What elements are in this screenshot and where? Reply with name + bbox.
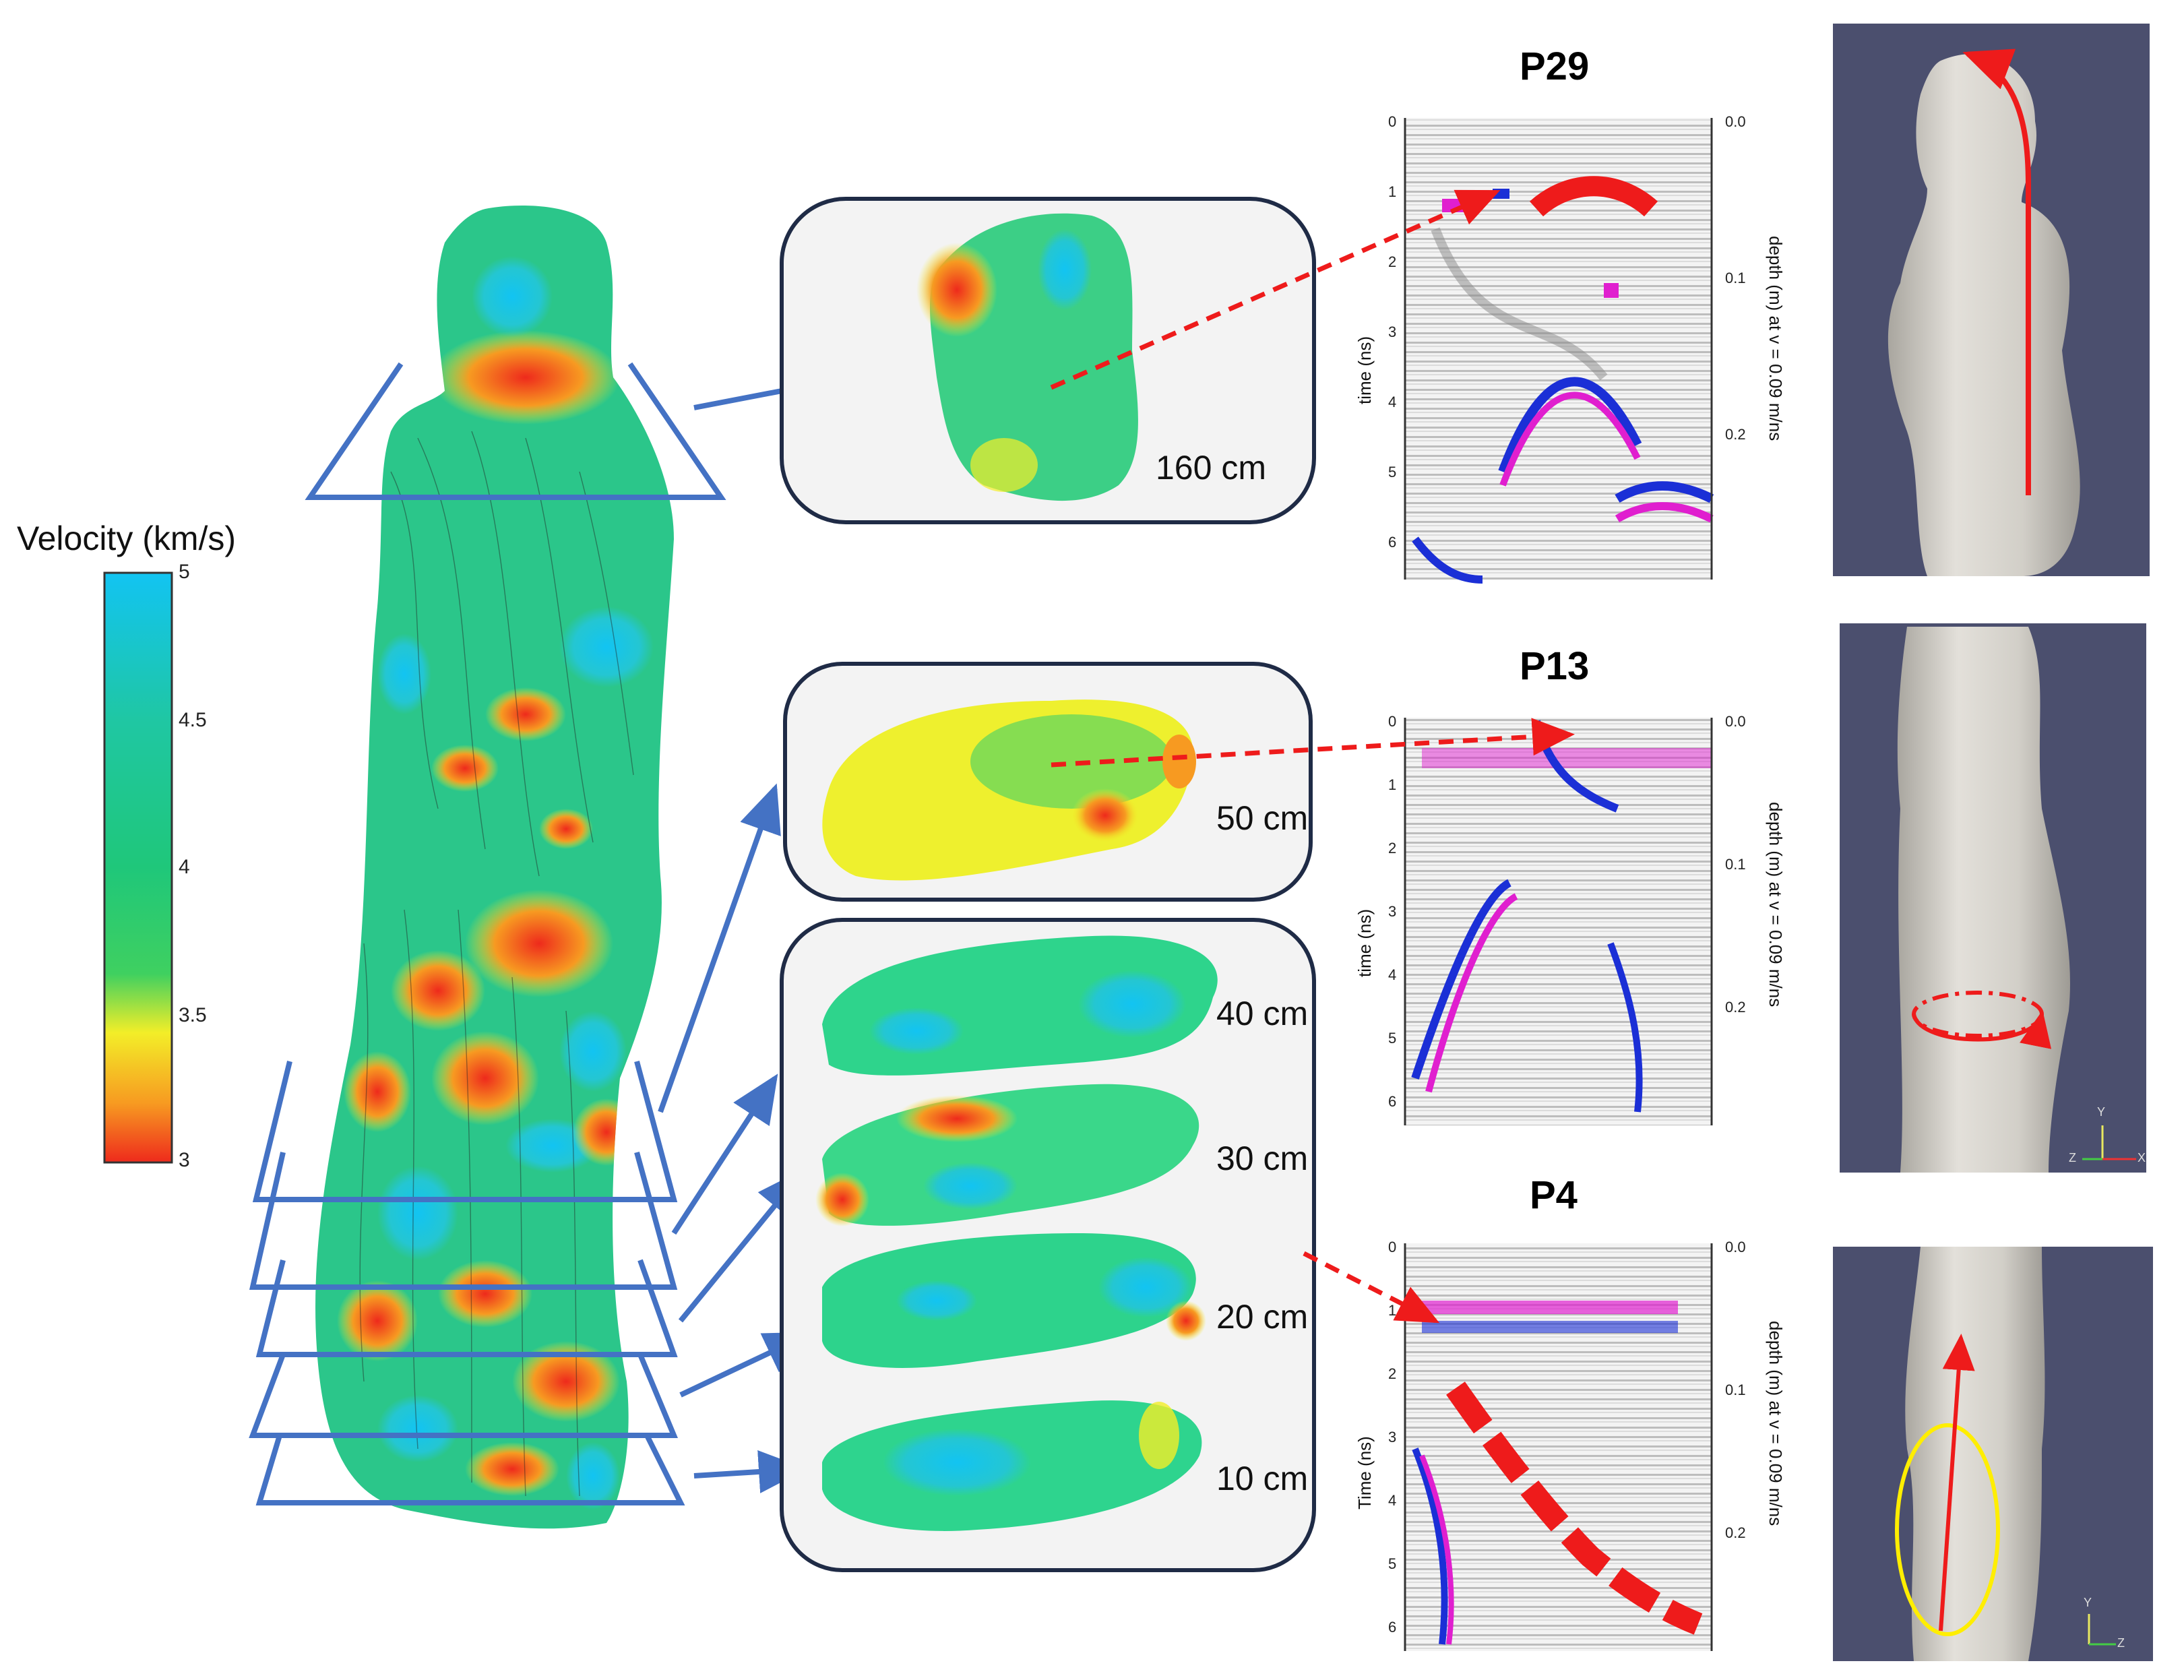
gpr-panel-p4 <box>1404 1243 1713 1651</box>
slice-box-lower <box>780 918 1316 1572</box>
gpr-panel-p13 <box>1404 718 1713 1125</box>
axes-triad-bottom <box>2088 1614 2116 1646</box>
time-tick: 6 <box>1388 1619 1397 1636</box>
time-tick: 4 <box>1388 394 1397 410</box>
render-panel-bottom <box>1833 1247 2153 1661</box>
colorbar-tick: 5 <box>179 561 190 583</box>
triad-label: Y <box>2084 1596 2092 1609</box>
depth-axis-label: depth (m) at v = 0.09 m/ns <box>1766 1321 1786 1526</box>
render-panel-middle <box>1840 623 2146 1173</box>
time-tick: 4 <box>1388 966 1397 983</box>
correlation-arrows <box>1050 189 1575 1324</box>
time-tick: 3 <box>1388 1429 1397 1445</box>
time-tick: 5 <box>1388 464 1397 480</box>
time-tick: 0 <box>1388 713 1397 730</box>
gpr-title-p13: P13 <box>1520 644 1590 688</box>
triad-label: X <box>2138 1151 2146 1164</box>
time-tick: 5 <box>1388 1030 1397 1047</box>
depth-tick: 0.0 <box>1725 113 1746 130</box>
axes-triad-middle <box>2082 1125 2136 1160</box>
time-tick: 3 <box>1388 903 1397 920</box>
statue-velocity-model <box>315 206 675 1529</box>
depth-tick: 0.2 <box>1725 1524 1746 1541</box>
slice-planes <box>249 362 726 1505</box>
time-tick: 5 <box>1388 1555 1397 1572</box>
gpr-panel-p29 <box>1404 118 1714 584</box>
depth-axis-label: depth (m) at v = 0.09 m/ns <box>1766 236 1786 441</box>
triad-label: Z <box>2069 1151 2076 1164</box>
time-tick: 1 <box>1388 183 1397 200</box>
colorbar-tick: 4.5 <box>179 709 207 731</box>
slice-label-10: 10 cm <box>1216 1460 1309 1497</box>
depth-tick: 0.1 <box>1725 856 1746 873</box>
depth-tick: 0.1 <box>1725 270 1746 286</box>
slice-label-40: 40 cm <box>1216 995 1309 1032</box>
depth-tick: 0.2 <box>1725 426 1746 443</box>
depth-tick: 0.1 <box>1725 1381 1746 1398</box>
time-tick: 2 <box>1388 253 1397 270</box>
gpr-title-p29: P29 <box>1520 44 1590 88</box>
gpr-title-p4: P4 <box>1530 1173 1578 1217</box>
slice-label-160: 160 cm <box>1156 449 1266 487</box>
render-panel-top <box>1833 24 2150 576</box>
depth-tick: 0.0 <box>1725 1239 1746 1255</box>
time-tick: 6 <box>1388 1093 1397 1110</box>
depth-tick: 0.0 <box>1725 713 1746 730</box>
slice-box-50 <box>783 662 1313 902</box>
slice-label-50: 50 cm <box>1216 799 1309 837</box>
colorbar-title: Velocity (km/s) <box>17 520 237 557</box>
time-axis-label: time (ns) <box>1354 908 1375 977</box>
colorbar-tick: 3 <box>179 1149 190 1171</box>
time-axis-label: Time (ns) <box>1354 1436 1375 1510</box>
triad-label: Y <box>2097 1105 2106 1119</box>
colorbar-tick: 4 <box>179 856 190 878</box>
slice-label-20: 20 cm <box>1216 1298 1309 1336</box>
slice-box-160 <box>780 197 1316 524</box>
colorbar-tick: 3.5 <box>179 1004 207 1026</box>
time-tick: 2 <box>1388 840 1397 857</box>
time-tick: 1 <box>1388 776 1397 793</box>
colorbar-gradient <box>103 571 173 1164</box>
depth-axis-label: depth (m) at v = 0.09 m/ns <box>1766 802 1786 1007</box>
triad-label: Z <box>2117 1636 2125 1650</box>
time-tick: 1 <box>1388 1302 1397 1319</box>
slice-label-30: 30 cm <box>1216 1140 1309 1177</box>
time-tick: 2 <box>1388 1365 1397 1382</box>
time-tick: 3 <box>1388 323 1397 340</box>
time-tick: 0 <box>1388 113 1397 130</box>
time-tick: 0 <box>1388 1239 1397 1255</box>
time-tick: 4 <box>1388 1492 1397 1509</box>
time-axis-label: time (ns) <box>1354 336 1375 404</box>
depth-tick: 0.2 <box>1725 999 1746 1016</box>
time-tick: 6 <box>1388 534 1397 551</box>
